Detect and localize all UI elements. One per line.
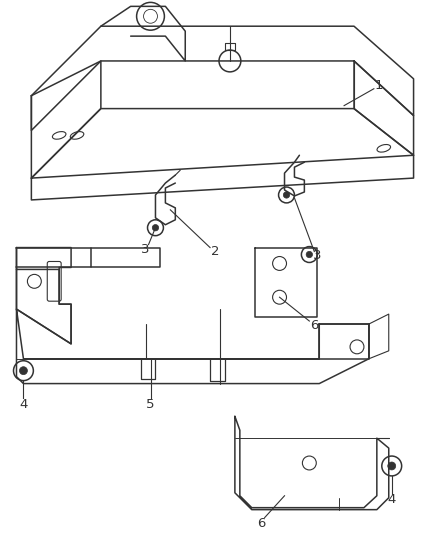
Text: 5: 5 <box>146 398 155 411</box>
Text: 4: 4 <box>19 398 28 411</box>
Text: 4: 4 <box>388 493 396 506</box>
Text: 1: 1 <box>374 79 383 92</box>
Text: 6: 6 <box>258 517 266 530</box>
Text: 2: 2 <box>211 245 219 258</box>
Text: 3: 3 <box>141 243 150 256</box>
Circle shape <box>388 462 396 470</box>
Circle shape <box>19 367 28 375</box>
Circle shape <box>283 192 290 198</box>
Circle shape <box>152 224 159 231</box>
Text: 6: 6 <box>310 319 318 332</box>
Circle shape <box>306 252 312 258</box>
Text: 3: 3 <box>313 249 321 262</box>
